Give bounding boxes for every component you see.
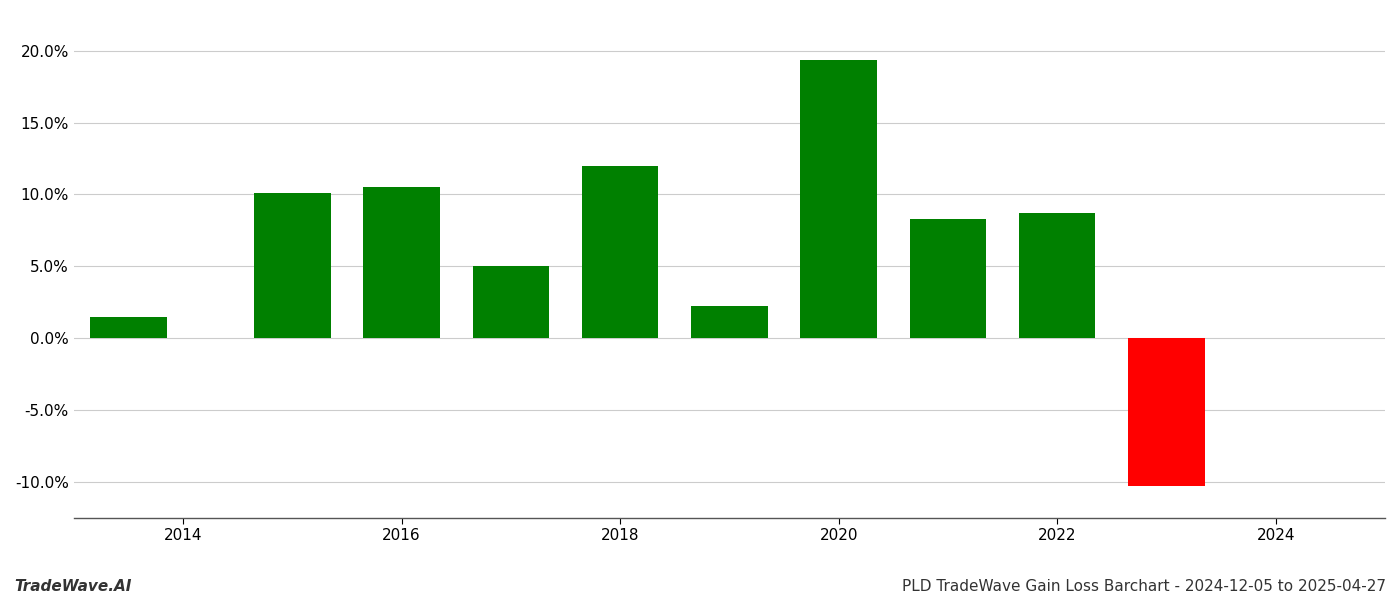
Bar: [253, 193, 330, 338]
Bar: [582, 166, 658, 338]
Bar: [90, 317, 167, 338]
Text: TradeWave.AI: TradeWave.AI: [14, 579, 132, 594]
Bar: [364, 187, 440, 338]
Text: PLD TradeWave Gain Loss Barchart - 2024-12-05 to 2025-04-27: PLD TradeWave Gain Loss Barchart - 2024-…: [902, 579, 1386, 594]
Bar: [473, 266, 549, 338]
Bar: [910, 219, 986, 338]
Bar: [801, 59, 876, 338]
Bar: [1128, 338, 1205, 486]
Bar: [1019, 213, 1095, 338]
Bar: [692, 307, 767, 338]
